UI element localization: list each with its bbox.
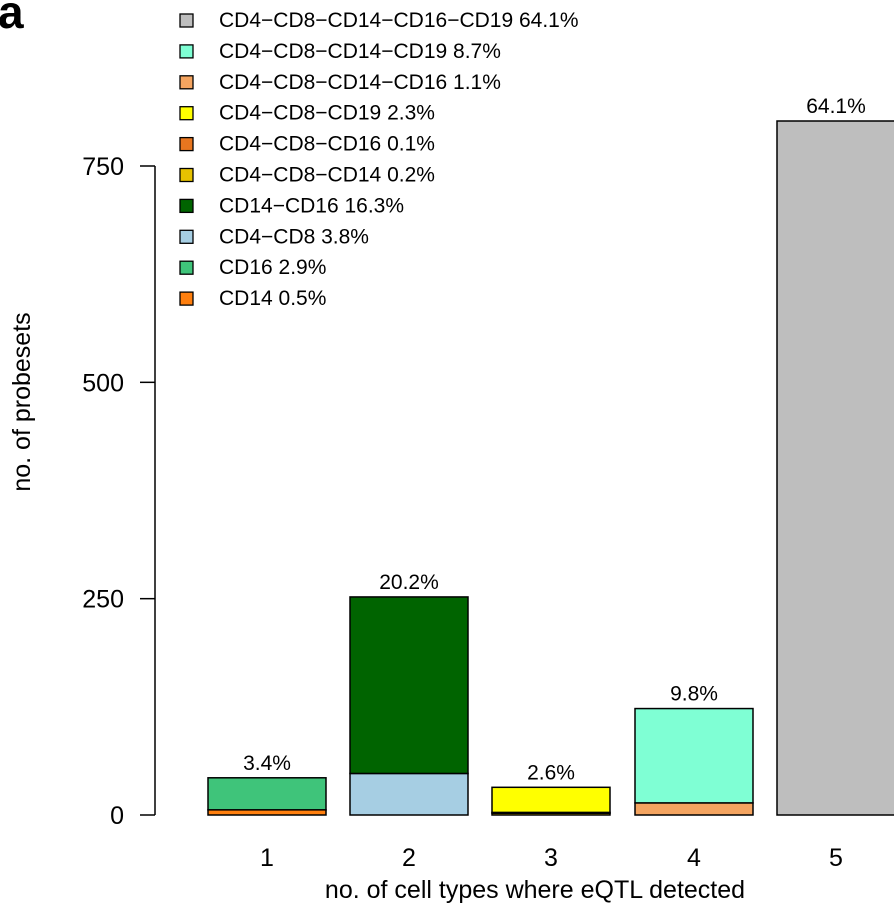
legend-item: CD4−CD8 3.8% [179,225,369,248]
y-axis-label: no. of probesets [8,312,36,491]
bar-value-label: 9.8% [670,683,718,706]
legend-label: CD4−CD8 3.8% [219,225,369,248]
x-tick-label: 4 [687,844,701,872]
x-tick-label: 2 [402,844,416,872]
legend-swatch [179,44,194,59]
bars [207,120,894,816]
x-axis-label: no. of cell types where eQTL detected [325,876,745,904]
bar-segment [207,809,327,816]
legend-label: CD4−CD8−CD14 0.2% [219,164,435,187]
legend-item: CD4−CD8−CD14−CD16 1.1% [179,71,501,94]
y-tick-label: 500 [82,369,124,397]
legend-item: CD14−CD16 16.3% [179,194,404,217]
bar-segment [207,777,327,811]
legend-swatch [179,260,194,275]
bar-1 [207,777,327,816]
bar-2 [349,596,469,816]
bar-segment [349,596,469,775]
bar-segment [349,772,469,816]
x-axis: 1 2 3 4 5 [260,844,843,872]
legend-label: CD4−CD8−CD16 0.1% [219,133,435,156]
legend-item: CD4−CD8−CD16 0.1% [179,133,435,156]
legend-label: CD4−CD8−CD14−CD16 1.1% [219,71,501,94]
legend-label: CD4−CD8−CD14−CD19 8.7% [219,40,501,63]
legend-swatch [179,229,194,244]
legend-label: CD14 0.5% [219,287,326,310]
panel-label: a [0,0,24,38]
legend-item: CD4−CD8−CD14−CD19 8.7% [179,40,501,63]
bar-labels: 3.4% 20.2% 2.6% 9.8% 64.1% [243,95,866,784]
bar-segment [776,120,894,816]
legend-label: CD4−CD8−CD14−CD16−CD19 64.1% [219,9,579,32]
y-tick-label: 250 [82,586,124,614]
x-tick-label: 3 [544,844,558,872]
x-tick-label: 5 [829,844,843,872]
bar-value-label: 2.6% [527,761,575,784]
legend-item: CD16 2.9% [179,256,326,279]
legend-item: CD4−CD8−CD14−CD16−CD19 64.1% [179,9,579,32]
legend-swatch [179,136,194,152]
bar-value-label: 20.2% [379,571,439,594]
legend-swatch [179,75,194,90]
bar-4 [634,707,754,816]
legend-item: CD4−CD8−CD19 2.3% [179,102,435,125]
bar-segment [634,707,754,804]
legend-swatch [179,106,194,121]
legend-label: CD14−CD16 16.3% [219,194,404,217]
y-tick-label: 750 [82,153,124,181]
legend-swatch [179,291,194,306]
legend-swatch [179,167,194,183]
bar-segment [634,802,754,816]
y-tick-label: 0 [110,802,124,830]
legend-label: CD16 2.9% [219,256,326,279]
x-tick-label: 1 [260,844,274,872]
bar-value-label: 3.4% [243,752,291,775]
bar-3 [491,786,611,816]
bar-segment [491,786,611,814]
legend-swatch [179,198,194,214]
legend-label: CD4−CD8−CD19 2.3% [219,102,435,125]
legend: CD4−CD8−CD14−CD16−CD19 64.1% CD4−CD8−CD14… [179,9,579,310]
legend-swatch [179,13,194,28]
legend-item: CD14 0.5% [179,287,326,310]
bar-value-label: 64.1% [806,95,866,118]
legend-item: CD4−CD8−CD14 0.2% [179,164,435,187]
y-axis: 0 250 500 750 [82,153,156,830]
bar-5 [776,120,894,816]
